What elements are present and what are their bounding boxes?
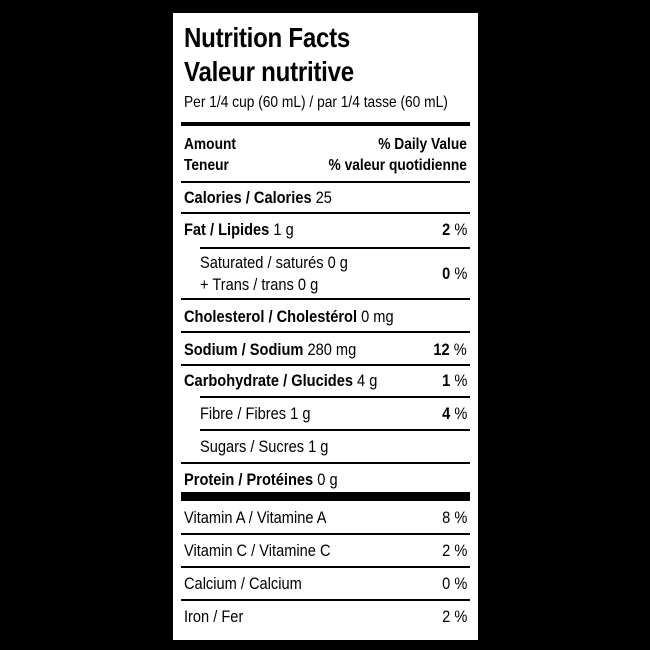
amount-header: Amount Teneur	[184, 134, 236, 176]
divider	[181, 122, 470, 126]
fat-dv: 2	[441, 220, 450, 239]
divider	[181, 462, 470, 464]
trans-fat: + Trans / trans 0 g	[200, 275, 319, 294]
fibre-dv: 4	[441, 404, 450, 423]
iron-label: Iron / Fer	[184, 607, 244, 626]
iron-dv: 2	[441, 607, 450, 626]
divider	[200, 396, 470, 398]
serving-size: Per 1/4 cup (60 mL) / par 1/4 tasse (60 …	[184, 94, 448, 111]
divider	[181, 566, 470, 568]
sugars-label: Sugars / Sucres 1 g	[200, 437, 329, 456]
amount-header-en: Amount	[184, 136, 236, 153]
carbohydrate-value: 4 g	[357, 371, 378, 390]
divider-thick	[181, 492, 470, 501]
saturated-dv: 0	[441, 264, 450, 283]
title-english: Nutrition Facts	[184, 22, 351, 53]
saturated-fat: Saturated / saturés 0 g	[200, 253, 348, 272]
fat-value: 1 g	[273, 220, 294, 239]
percent-sign: %	[453, 541, 467, 560]
protein-label: Protein / Protéines	[184, 470, 314, 489]
vitamin-a-dv: 8	[441, 508, 450, 527]
percent-sign: %	[453, 371, 467, 390]
divider	[181, 298, 470, 300]
percent-sign: %	[453, 607, 467, 626]
calcium-dv: 0	[441, 574, 450, 593]
divider	[181, 181, 470, 183]
divider	[181, 533, 470, 535]
nutrition-facts-label: Nutrition Facts Valeur nutritive Per 1/4…	[173, 13, 478, 640]
cholesterol-value: 0 mg	[361, 307, 394, 326]
divider	[181, 212, 470, 214]
divider	[181, 331, 470, 333]
fat-label: Fat / Lipides	[184, 220, 270, 239]
carbohydrate-label: Carbohydrate / Glucides	[184, 371, 353, 390]
divider	[200, 429, 470, 431]
calories-value: 25	[315, 188, 332, 207]
cholesterol-label: Cholesterol / Cholestérol	[184, 307, 358, 326]
percent-sign: %	[453, 340, 467, 359]
divider	[181, 599, 470, 601]
percent-sign: %	[453, 404, 467, 423]
daily-value-header-en: % Daily Value	[378, 136, 467, 153]
sodium-label: Sodium / Sodium	[184, 340, 304, 359]
amount-header-fr: Teneur	[184, 157, 229, 174]
divider	[181, 364, 470, 366]
percent-sign: %	[453, 264, 467, 283]
vitamin-c-label: Vitamin C / Vitamine C	[184, 541, 331, 560]
protein-value: 0 g	[317, 470, 338, 489]
fibre-label: Fibre / Fibres 1 g	[200, 404, 311, 423]
sodium-dv: 12	[433, 340, 450, 359]
percent-sign: %	[453, 220, 467, 239]
calcium-label: Calcium / Calcium	[184, 574, 302, 593]
percent-sign: %	[453, 508, 467, 527]
title-french: Valeur nutritive	[184, 56, 354, 87]
calories-label: Calories / Calories	[184, 188, 312, 207]
percent-sign: %	[453, 574, 467, 593]
daily-value-header-fr: % valeur quotidienne	[328, 157, 467, 174]
carbohydrate-dv: 1	[441, 371, 450, 390]
vitamin-a-label: Vitamin A / Vitamine A	[184, 508, 327, 527]
daily-value-header: % Daily Value % valeur quotidienne	[329, 134, 467, 176]
divider	[200, 247, 470, 249]
vitamin-c-dv: 2	[441, 541, 450, 560]
sodium-value: 280 mg	[307, 340, 357, 359]
